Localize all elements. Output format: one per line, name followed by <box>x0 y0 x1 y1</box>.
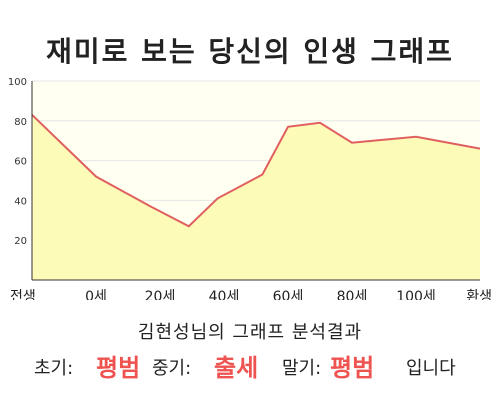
y-tick-label: 40 <box>14 196 27 207</box>
late-value: 평범 <box>330 354 375 382</box>
x-tick-label: 0세 <box>85 289 107 300</box>
x-tick-label: 100세 <box>396 289 436 300</box>
life-line <box>31 114 481 228</box>
y-tick-label: 80 <box>14 117 27 128</box>
middle-value: 출세 <box>214 354 259 382</box>
life-graph-chart: 20 40 60 80 100 전생 0세 20세 40세 60세 80세 100세 환생 <box>8 77 492 300</box>
early-label: 초기: <box>34 358 74 379</box>
x-tick-label: 20세 <box>145 289 176 300</box>
x-tick-label: 전생 <box>10 289 36 300</box>
result-line: 초기: 평범 중기: 출세 말기: 평범 입니다 <box>0 346 500 382</box>
early-value: 평범 <box>96 354 141 382</box>
x-tick-label: 80세 <box>337 289 368 300</box>
middle-label: 중기: <box>152 358 192 379</box>
ending-text: 입니다 <box>406 358 456 379</box>
chart-title: 재미로 보는 당신의 인생 그래프 <box>46 35 454 68</box>
x-tick-label: 60세 <box>273 289 304 300</box>
life-area-fill <box>32 114 480 280</box>
late-label: 말기: <box>282 358 322 379</box>
y-tick-label: 100 <box>8 77 27 88</box>
x-tick-label: 환생 <box>466 289 492 300</box>
y-tick-label: 20 <box>14 236 27 247</box>
result-subtitle: 김현성님의 그래프 분석결과 <box>137 322 363 343</box>
y-tick-label: 60 <box>14 157 27 168</box>
x-tick-label: 40세 <box>209 289 240 300</box>
